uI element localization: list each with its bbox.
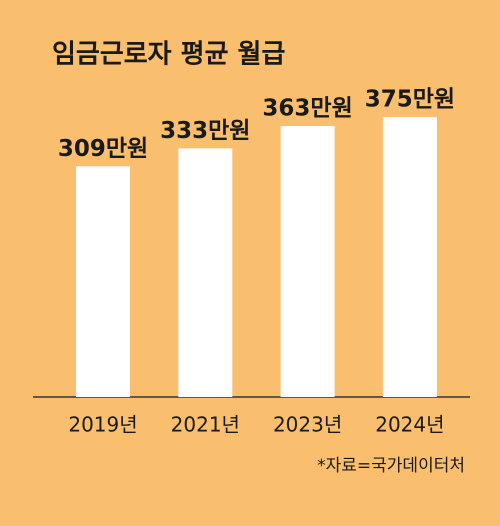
bar [178,148,233,397]
x-tick-label: 2019년 [68,413,137,437]
x-tick-label: 2023년 [273,413,342,437]
chart-title: 임금근로자 평균 월급 [52,40,285,70]
source-note: *자료=국가데이터처 [317,456,465,476]
x-tick-label: 2021년 [171,413,240,437]
value-label: 309만원 [58,136,148,162]
value-label: 333만원 [160,118,250,144]
bar [76,166,130,397]
x-tick-label: 2024년 [375,413,444,437]
value-label: 375만원 [365,87,455,113]
value-label: 363만원 [262,95,352,121]
bar [280,125,335,398]
bar [382,117,437,397]
